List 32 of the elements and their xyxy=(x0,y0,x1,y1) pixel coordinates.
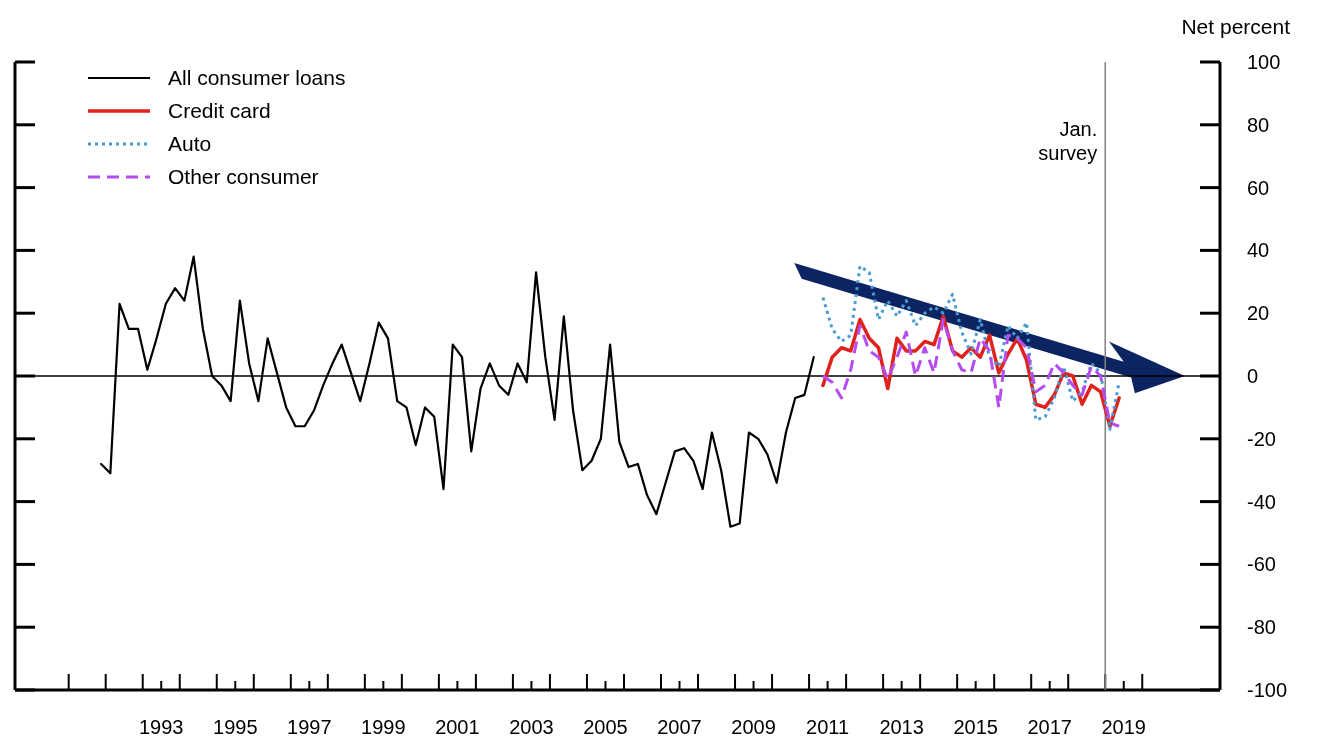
y-tick-label: 100 xyxy=(1247,51,1281,73)
y-tick-label: -20 xyxy=(1247,427,1276,450)
x-tick-label: 2003 xyxy=(509,716,554,738)
x-tick-label: 2011 xyxy=(806,716,850,738)
x-tick-label: 2007 xyxy=(657,716,702,738)
legend-label: Other consumer xyxy=(168,165,319,189)
x-tick-label: 2001 xyxy=(435,716,480,738)
x-tick-label: 2009 xyxy=(731,716,776,738)
y-axis-title: Net percent xyxy=(1181,15,1291,38)
y-tick-label: 0 xyxy=(1247,365,1259,387)
x-tick-label: 1995 xyxy=(213,716,258,738)
y-tick-label: -40 xyxy=(1247,490,1276,513)
legend-label: Auto xyxy=(168,132,212,156)
y-tick-label: 40 xyxy=(1247,239,1270,262)
legend-label: All consumer loans xyxy=(168,66,346,90)
y-tick-label: -60 xyxy=(1247,553,1276,576)
x-tick-label: 2019 xyxy=(1101,716,1146,738)
legend-label: Credit card xyxy=(168,99,271,123)
y-tick-label: 60 xyxy=(1247,176,1270,199)
x-tick-label: 1993 xyxy=(138,716,184,738)
line-series xyxy=(821,264,1121,431)
y-tick-label: -100 xyxy=(1247,679,1288,701)
x-tick-label: 2005 xyxy=(583,716,628,738)
y-tick-label: -80 xyxy=(1247,616,1276,639)
x-tick-label: 2013 xyxy=(879,716,924,738)
x-tick-label: 2017 xyxy=(1027,716,1072,738)
ref-line-label: Jan. survey xyxy=(1038,118,1098,164)
x-tick-label: 2015 xyxy=(953,716,998,738)
x-tick-label: 1997 xyxy=(287,716,332,738)
x-tick-label: 1999 xyxy=(361,716,406,738)
y-tick-label: 20 xyxy=(1247,302,1270,325)
y-tick-label: 80 xyxy=(1247,113,1270,136)
